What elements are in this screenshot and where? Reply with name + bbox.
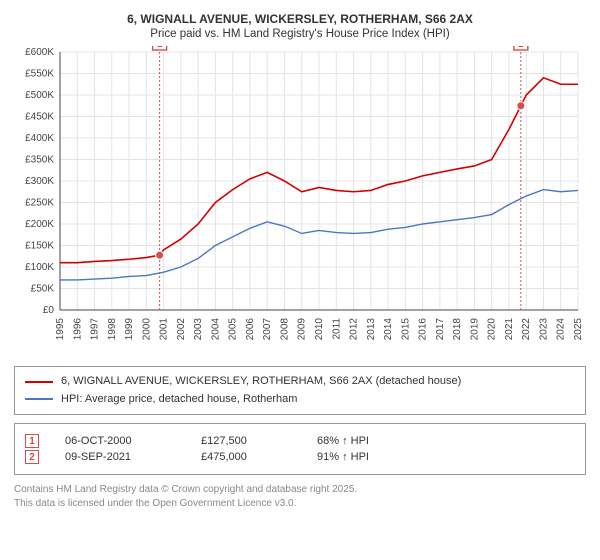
sale-delta: 68% ↑ HPI xyxy=(317,435,369,447)
svg-text:2010: 2010 xyxy=(314,318,325,341)
svg-text:2018: 2018 xyxy=(452,318,463,341)
svg-text:2012: 2012 xyxy=(349,318,360,341)
chart-svg: £0 £50K £100K £150K £200K £250K £300K £350K £400… xyxy=(14,46,586,356)
svg-text:2015: 2015 xyxy=(400,318,411,341)
svg-text:2014: 2014 xyxy=(383,318,394,341)
svg-text:2005: 2005 xyxy=(228,318,239,341)
svg-text:2000: 2000 xyxy=(141,318,152,341)
svg-text:2019: 2019 xyxy=(469,318,480,341)
svg-text:2013: 2013 xyxy=(366,318,377,341)
svg-text:2007: 2007 xyxy=(262,318,273,341)
svg-text:£50K: £50K xyxy=(31,284,55,295)
title-address: 6, WIGNALL AVENUE, WICKERSLEY, ROTHERHAM… xyxy=(14,12,586,26)
sale-price: £127,500 xyxy=(201,435,291,447)
footer-line1: Contains HM Land Registry data © Crown c… xyxy=(14,483,586,497)
container: 6, WIGNALL AVENUE, WICKERSLEY, ROTHERHAM… xyxy=(0,0,600,518)
svg-text:£150K: £150K xyxy=(25,241,54,252)
legend-label: HPI: Average price, detached house, Roth… xyxy=(61,391,297,409)
svg-text:2022: 2022 xyxy=(521,318,532,341)
sale-row: 2 09-SEP-2021 £475,000 91% ↑ HPI xyxy=(25,450,575,464)
svg-text:£0: £0 xyxy=(43,305,55,316)
svg-text:2: 2 xyxy=(518,46,524,50)
svg-text:£600K: £600K xyxy=(25,47,54,58)
footer-line2: This data is licensed under the Open Gov… xyxy=(14,497,586,511)
svg-text:2016: 2016 xyxy=(418,318,429,341)
svg-text:2001: 2001 xyxy=(159,318,170,341)
svg-text:1998: 1998 xyxy=(107,318,118,341)
svg-text:1995: 1995 xyxy=(55,318,66,341)
svg-text:2003: 2003 xyxy=(193,318,204,341)
legend-row: 6, WIGNALL AVENUE, WICKERSLEY, ROTHERHAM… xyxy=(25,373,575,391)
legend-label: 6, WIGNALL AVENUE, WICKERSLEY, ROTHERHAM… xyxy=(61,373,461,391)
svg-text:2011: 2011 xyxy=(331,318,342,340)
svg-text:£400K: £400K xyxy=(25,133,54,144)
chart: £0 £50K £100K £150K £200K £250K £300K £350K £400… xyxy=(14,46,586,356)
sale-delta: 91% ↑ HPI xyxy=(317,451,369,463)
legend-row: HPI: Average price, detached house, Roth… xyxy=(25,391,575,409)
sale-row: 1 06-OCT-2000 £127,500 68% ↑ HPI xyxy=(25,434,575,448)
svg-text:£250K: £250K xyxy=(25,198,54,209)
svg-text:£450K: £450K xyxy=(25,112,54,123)
title-subtitle: Price paid vs. HM Land Registry's House … xyxy=(14,28,586,40)
sale-price: £475,000 xyxy=(201,451,291,463)
legend-swatch xyxy=(25,381,53,383)
footer: Contains HM Land Registry data © Crown c… xyxy=(14,483,586,510)
svg-text:2008: 2008 xyxy=(279,318,290,341)
sales-table: 1 06-OCT-2000 £127,500 68% ↑ HPI 2 09-SEP-202… xyxy=(14,423,586,475)
svg-text:£350K: £350K xyxy=(25,155,54,166)
svg-text:2024: 2024 xyxy=(556,318,567,341)
svg-text:£550K: £550K xyxy=(25,69,54,80)
svg-text:£200K: £200K xyxy=(25,219,54,230)
svg-text:2025: 2025 xyxy=(573,318,584,341)
svg-text:1: 1 xyxy=(157,46,163,50)
svg-text:2002: 2002 xyxy=(176,318,187,341)
svg-text:£300K: £300K xyxy=(25,176,54,187)
chart-titles: 6, WIGNALL AVENUE, WICKERSLEY, ROTHERHAM… xyxy=(14,12,586,40)
svg-text:2009: 2009 xyxy=(297,318,308,341)
svg-text:2017: 2017 xyxy=(435,318,446,341)
svg-text:2006: 2006 xyxy=(245,318,256,341)
svg-text:£500K: £500K xyxy=(25,90,54,101)
sale-marker: 1 xyxy=(25,434,39,448)
sale-marker: 2 xyxy=(25,450,39,464)
svg-text:2004: 2004 xyxy=(210,318,221,341)
svg-text:£100K: £100K xyxy=(25,262,54,273)
legend: 6, WIGNALL AVENUE, WICKERSLEY, ROTHERHAM… xyxy=(14,366,586,415)
sale-date: 06-OCT-2000 xyxy=(65,435,175,447)
legend-swatch xyxy=(25,398,53,400)
svg-text:1999: 1999 xyxy=(124,318,135,341)
svg-text:2023: 2023 xyxy=(538,318,549,341)
svg-text:1996: 1996 xyxy=(72,318,83,341)
svg-text:1997: 1997 xyxy=(90,318,101,341)
sale-date: 09-SEP-2021 xyxy=(65,451,175,463)
svg-text:2020: 2020 xyxy=(487,318,498,341)
svg-text:2021: 2021 xyxy=(504,318,515,341)
